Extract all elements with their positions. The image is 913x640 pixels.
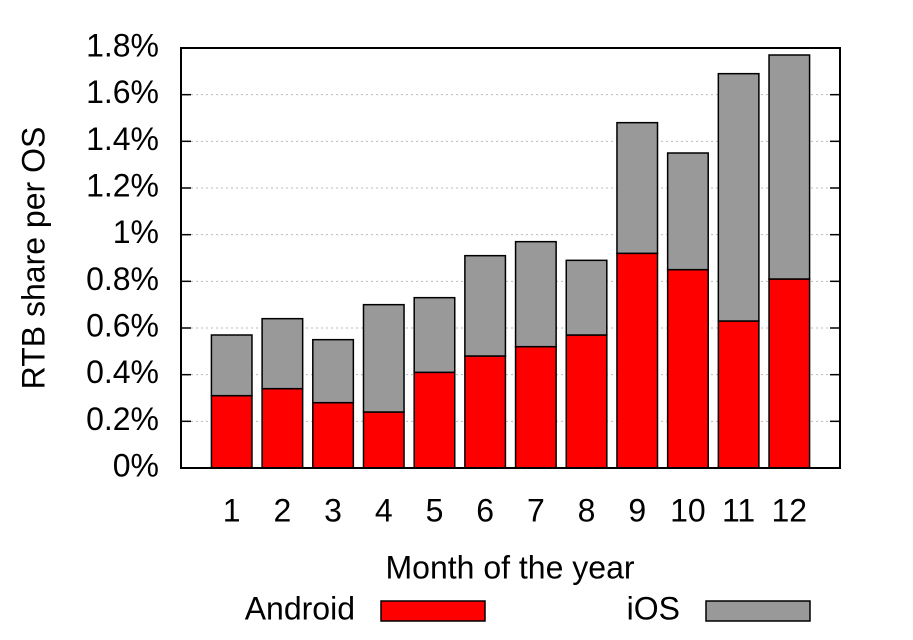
- bar-segment: [565, 259, 608, 336]
- bar-segment: [514, 240, 557, 348]
- legend-label: Android: [245, 590, 355, 626]
- bar-segment: [768, 278, 811, 469]
- y-tick-label: 1.8%: [86, 27, 159, 63]
- bar-segment: [616, 121, 659, 255]
- y-axis-label: RTB share per OS: [15, 127, 51, 390]
- legend-swatch: [380, 600, 486, 622]
- x-tick-label: 4: [375, 492, 393, 528]
- bar-segment: [261, 387, 304, 469]
- x-tick-label: 10: [670, 492, 706, 528]
- bar-segment: [261, 317, 304, 390]
- legend-label: iOS: [627, 590, 680, 626]
- bar-segment: [666, 152, 709, 271]
- x-tick-label: 5: [426, 492, 444, 528]
- y-tick-label: 1.6%: [86, 74, 159, 110]
- x-axis-label: Month of the year: [385, 549, 634, 585]
- y-tick-label: 1.2%: [86, 167, 159, 203]
- bar-segment: [514, 345, 557, 469]
- bar-segment: [312, 401, 355, 469]
- bar-segment: [616, 252, 659, 469]
- bar-segment: [717, 320, 760, 469]
- legend-swatch: [705, 600, 811, 622]
- y-tick-label: 0.6%: [86, 307, 159, 343]
- bar-segment: [768, 54, 811, 280]
- bar-segment: [362, 303, 405, 413]
- bar-segment: [210, 334, 253, 397]
- y-tick-label: 1%: [113, 214, 159, 250]
- bar-segment: [666, 268, 709, 469]
- bar-segment: [312, 338, 355, 404]
- bar-segment: [565, 334, 608, 469]
- bar-segment: [413, 296, 456, 374]
- x-tick-label: 3: [324, 492, 342, 528]
- x-tick-label: 11: [722, 492, 755, 528]
- x-tick-label: 2: [273, 492, 291, 528]
- y-tick-label: 0.8%: [86, 261, 159, 297]
- y-tick-label: 0.4%: [86, 354, 159, 390]
- y-tick-label: 0.2%: [86, 401, 159, 437]
- x-tick-label: 7: [527, 492, 545, 528]
- x-tick-label: 8: [578, 492, 596, 528]
- bar-segment: [413, 371, 456, 469]
- bar-segment: [464, 355, 507, 469]
- bar-segment: [717, 72, 760, 322]
- x-tick-label: 6: [476, 492, 494, 528]
- x-tick-label: 1: [223, 492, 241, 528]
- bar-segment: [464, 254, 507, 357]
- y-tick-label: 1.4%: [86, 121, 159, 157]
- bar-segment: [210, 394, 253, 469]
- plot-border: [180, 47, 841, 469]
- y-tick-label: 0%: [113, 447, 159, 483]
- bar-segment: [362, 411, 405, 469]
- x-tick-label: 9: [628, 492, 646, 528]
- x-tick-label: 12: [772, 492, 808, 528]
